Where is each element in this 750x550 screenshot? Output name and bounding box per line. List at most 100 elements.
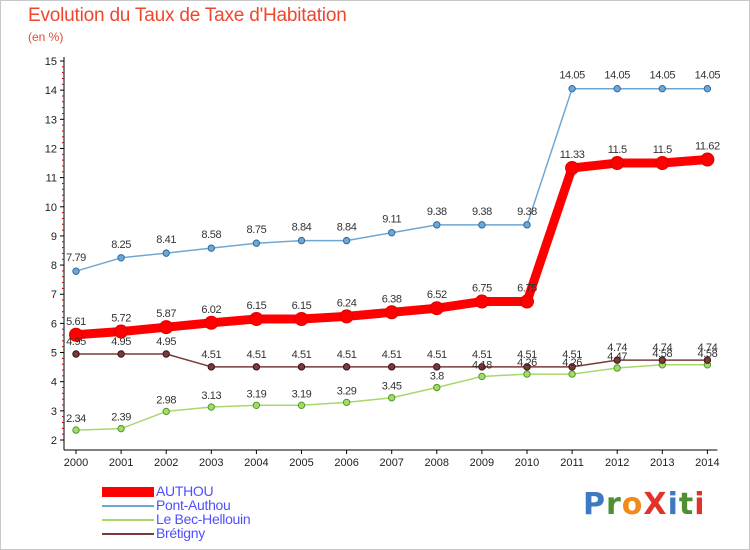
legend-item: AUTHOU <box>102 483 322 499</box>
data-label: 3.13 <box>201 390 221 402</box>
x-tick-label: 2005 <box>289 457 313 469</box>
data-point <box>433 221 441 229</box>
data-label: 4.51 <box>562 349 582 361</box>
data-point <box>700 152 715 167</box>
data-point <box>297 363 306 371</box>
data-point <box>342 398 351 407</box>
data-point <box>117 350 125 358</box>
legend: AUTHOU Pont-Authou Le Bec-Hellouin Brétigny <box>102 483 322 541</box>
data-label: 4.74 <box>652 342 672 354</box>
data-label: 4.95 <box>156 336 176 348</box>
data-point <box>429 301 444 316</box>
data-point <box>565 160 580 175</box>
data-point <box>69 327 83 342</box>
data-label: 9.38 <box>427 206 447 218</box>
y-tick-label: 11 <box>46 173 57 185</box>
data-point <box>252 239 261 247</box>
data-label: 5.87 <box>156 308 176 320</box>
series-le-bec-hellouin <box>72 361 712 434</box>
logo-letter: t <box>678 487 695 522</box>
data-point <box>474 294 489 309</box>
data-label: 4.26 <box>517 357 537 369</box>
legend-swatch <box>102 533 154 535</box>
data-point <box>114 324 129 339</box>
data-point <box>159 320 174 335</box>
data-label: 6.24 <box>337 297 357 309</box>
series-br-tigny <box>72 350 712 371</box>
data-label: 5.72 <box>111 313 131 325</box>
data-label: 3.19 <box>292 388 312 400</box>
data-point <box>342 236 351 245</box>
data-label: 8.41 <box>156 234 176 246</box>
data-point <box>478 363 486 371</box>
data-point <box>568 363 576 371</box>
data-point <box>162 350 170 358</box>
data-label: 4.51 <box>517 349 537 361</box>
data-point <box>613 364 621 372</box>
data-label: 4.51 <box>292 349 312 361</box>
data-point <box>117 424 125 433</box>
data-label: 4.74 <box>697 342 717 354</box>
data-label: 4.74 <box>607 342 627 354</box>
data-label: 3.19 <box>246 388 266 400</box>
data-label: 11.5 <box>653 144 672 156</box>
data-label: 4.95 <box>111 336 131 348</box>
data-point <box>72 267 80 275</box>
y-tick-label: 6 <box>51 318 57 330</box>
data-label: 8.84 <box>292 222 312 234</box>
data-point <box>523 363 531 371</box>
y-tick-label: 15 <box>45 56 57 68</box>
data-label: 4.58 <box>697 348 717 360</box>
data-label: 4.51 <box>337 349 357 361</box>
legend-swatch <box>102 519 154 521</box>
y-tick-label: 3 <box>51 406 57 418</box>
legend-label: AUTHOU <box>156 483 214 499</box>
data-label: 2.34 <box>66 413 86 425</box>
data-point <box>523 370 531 378</box>
y-tick-label: 2 <box>51 435 57 447</box>
legend-swatch <box>102 487 154 497</box>
data-point <box>613 356 621 364</box>
data-label: 4.51 <box>201 349 221 361</box>
x-tick-label: 2010 <box>515 457 539 469</box>
data-label: 6.02 <box>201 304 221 316</box>
data-label: 4.26 <box>562 357 582 369</box>
data-point <box>568 84 576 93</box>
data-point <box>207 244 216 252</box>
logo-letter: o <box>621 487 644 522</box>
data-point <box>613 84 621 93</box>
legend-label: Brétigny <box>156 525 205 541</box>
data-label: 8.75 <box>246 224 266 236</box>
data-point <box>162 249 170 257</box>
data-label: 6.38 <box>382 293 402 305</box>
chart-subtitle: (en %) <box>28 30 64 44</box>
y-tick-label: 12 <box>45 143 57 155</box>
data-point <box>207 403 216 411</box>
x-tick-label: 2013 <box>650 457 674 469</box>
data-label: 4.18 <box>472 359 492 371</box>
y-tick-label: 4 <box>51 377 57 389</box>
data-point <box>117 254 125 262</box>
data-label: 4.95 <box>66 336 86 348</box>
y-tick-label: 5 <box>51 348 57 360</box>
data-point <box>388 363 396 371</box>
data-point <box>297 401 306 410</box>
data-label: 6.52 <box>427 289 447 301</box>
x-tick-label: 2007 <box>379 457 403 469</box>
data-point <box>610 156 625 171</box>
data-point <box>249 312 264 327</box>
data-point <box>478 372 486 381</box>
proxiti-logo: ProXiti <box>583 487 706 522</box>
data-label: 3.29 <box>337 385 357 397</box>
legend-swatch <box>102 505 154 507</box>
logo-letter: P <box>583 487 606 522</box>
data-label: 3.45 <box>382 381 402 393</box>
data-label: 9.38 <box>472 206 492 218</box>
logo-letter: i <box>694 487 706 522</box>
data-point <box>72 426 80 434</box>
data-label: 2.98 <box>156 394 176 406</box>
legend-label: Pont-Authou <box>156 497 231 513</box>
data-point <box>204 315 219 330</box>
x-tick-label: 2006 <box>334 457 358 469</box>
y-tick-label: 7 <box>51 289 57 301</box>
